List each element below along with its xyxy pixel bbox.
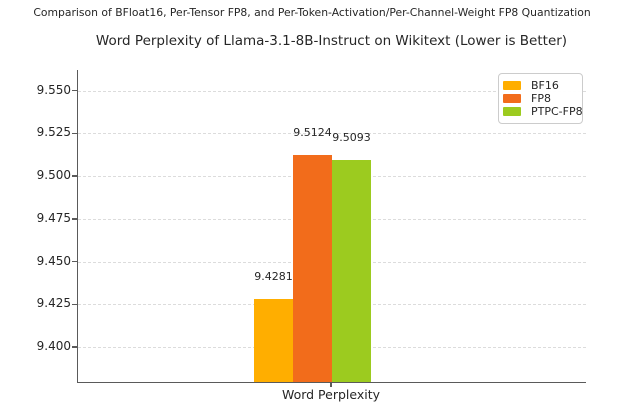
y-tick-mark <box>72 218 77 220</box>
bar-value-label-bf16: 9.4281 <box>254 270 293 283</box>
legend-swatch-icon <box>503 107 521 116</box>
y-tick-mark <box>72 346 77 348</box>
bar-fp8 <box>293 154 332 382</box>
gridline-9.525 <box>78 133 586 135</box>
y-tick-label: 9.500 <box>36 168 71 182</box>
y-tick-mark <box>72 175 77 177</box>
legend-label: BF16 <box>531 79 559 92</box>
legend-item-bf16: BF16 <box>503 79 582 92</box>
chart-title: Word Perplexity of Llama-3.1-8B-Instruct… <box>95 33 568 49</box>
y-tick-label: 9.400 <box>36 339 71 354</box>
y-tick-label: 9.525 <box>36 125 71 140</box>
x-tick-mark <box>330 383 332 387</box>
y-tick-mark <box>72 303 77 306</box>
figure-suptitle: Comparison of BFloat16, Per-Tensor FP8, … <box>33 6 591 19</box>
y-tick-label: 9.425 <box>36 296 71 311</box>
legend-item-ptpc-fp8: PTPC-FP8 <box>503 105 583 118</box>
bar-value-label-fp8: 9.5124 <box>293 125 332 139</box>
gridline-9.550 <box>78 90 586 92</box>
y-tick-label: 9.450 <box>36 253 71 268</box>
bar-value-label-ptpc-fp8: 9.5093 <box>332 131 371 145</box>
legend-swatch-icon <box>503 94 521 103</box>
y-tick-mark <box>72 132 77 134</box>
y-tick-label: 9.550 <box>36 82 71 97</box>
legend-label: FP8 <box>531 92 551 105</box>
legend: BF16 FP8 PTPC-FP8 <box>498 73 583 124</box>
y-tick-mark <box>72 260 77 263</box>
y-tick-mark <box>72 89 77 92</box>
bar-bf16 <box>254 299 293 382</box>
legend-label: PTPC-FP8 <box>531 105 583 118</box>
legend-item-fp8: FP8 <box>503 92 582 105</box>
legend-swatch-icon <box>503 81 521 90</box>
x-tick-label: Word Perplexity <box>281 387 381 402</box>
bar-ptpc-fp8 <box>332 160 371 382</box>
y-tick-label: 9.475 <box>36 210 71 225</box>
